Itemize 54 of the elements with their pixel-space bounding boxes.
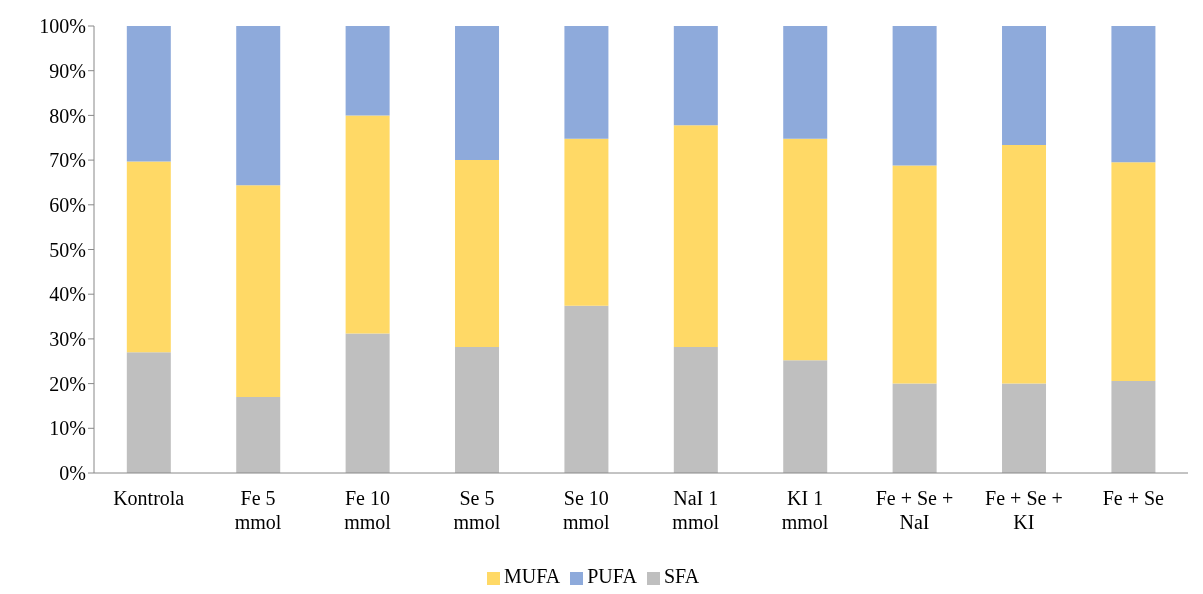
bar (673, 125, 718, 347)
bar (1111, 380, 1156, 473)
x-tick-label: Fe + Se + KI (985, 487, 1063, 533)
y-tick-label: 40% (49, 283, 86, 306)
x-tick-label: Fe + Se (1102, 487, 1165, 509)
y-tick-label: 50% (49, 238, 86, 261)
bar (1111, 162, 1156, 381)
bar (455, 346, 500, 473)
y-tick-label: 80% (49, 104, 86, 127)
bar (1002, 383, 1047, 473)
bar (1002, 26, 1047, 145)
x-tick-label: Fe 10 mmol (344, 487, 392, 533)
bar (892, 165, 937, 384)
x-tick-label: NaI 1 mmol (672, 487, 720, 533)
bar (564, 26, 609, 139)
bar (345, 115, 390, 334)
bar (1002, 144, 1047, 384)
bar (673, 26, 718, 126)
x-tick-label: Fe + Se + NaI (875, 487, 954, 533)
y-tick-label: 60% (49, 193, 86, 216)
y-tick-label: 90% (49, 59, 86, 82)
bar (783, 360, 828, 473)
y-tick-label: 70% (49, 149, 86, 172)
bar (236, 185, 281, 398)
bar (892, 26, 937, 166)
bar (455, 26, 500, 161)
y-tick-label: 0% (59, 462, 86, 485)
y-tick-label: 20% (49, 372, 86, 395)
bar (345, 26, 390, 116)
bar (236, 397, 281, 473)
bar (564, 138, 609, 306)
bar (783, 26, 828, 139)
legend-label: PUFA (587, 565, 637, 587)
bar (126, 161, 171, 353)
y-tick-label: 100% (39, 15, 86, 38)
legend-label: MUFA (503, 565, 561, 587)
bar (236, 26, 281, 186)
bar (892, 383, 937, 473)
y-tick-label: 10% (49, 417, 86, 440)
x-tick-label: Se 5 mmol (453, 487, 501, 533)
bar (126, 26, 171, 162)
y-tick-label: 30% (49, 328, 86, 350)
bar (126, 352, 171, 473)
bar (783, 138, 828, 361)
x-tick-label: Fe 5 mmol (234, 487, 282, 533)
bar (455, 160, 500, 347)
bar (1111, 26, 1156, 163)
x-tick-label: Kontrola (113, 487, 185, 509)
x-tick-label: KI 1 mmol (781, 487, 829, 533)
bar (673, 346, 718, 473)
bar (564, 305, 609, 473)
x-tick-label: Se 10 mmol (562, 487, 611, 533)
legend-label: SFA (663, 565, 700, 587)
bar (345, 333, 390, 473)
